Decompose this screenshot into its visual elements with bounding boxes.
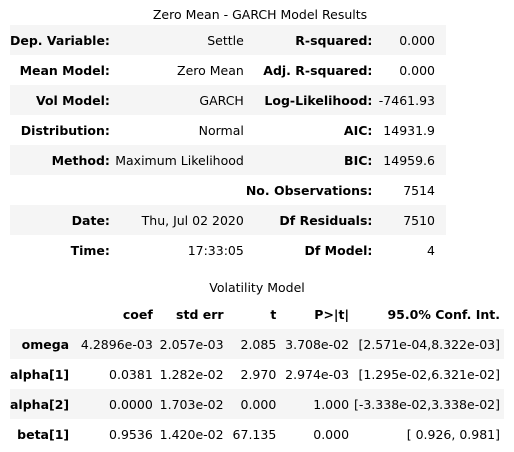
table-row: Time: 17:33:05 Df Model: 4 — [10, 235, 446, 265]
summary-value: Zero Mean — [177, 62, 244, 78]
summary-value: 14959.6 — [383, 152, 435, 168]
column-header-p-value: P>|t| — [314, 306, 350, 322]
summary-value: Thu, Jul 02 2020 — [141, 212, 244, 228]
conf-int-cell: [1.295e-02,6.321e-02] — [358, 366, 500, 382]
table-row: alpha[2] 0.0000 1.703e-02 0.000 1.000 [-… — [10, 389, 504, 419]
std-err-cell: 1.420e-02 — [159, 426, 224, 442]
summary-value: 7514 — [403, 182, 435, 198]
p-value-cell: 3.708e-02 — [285, 336, 350, 352]
summary-value: 4 — [427, 242, 435, 258]
summary-value: Normal — [198, 122, 244, 138]
t-cell: 67.135 — [232, 426, 277, 442]
summary-value: 0.000 — [399, 32, 435, 48]
param-name: alpha[2] — [10, 396, 70, 412]
model-results-title: Zero Mean - GARCH Model Results — [152, 7, 368, 22]
summary-key: AIC: — [343, 122, 373, 138]
param-name: beta[1] — [17, 426, 70, 442]
summary-key: No. Observations: — [245, 182, 373, 198]
summary-key: Time: — [70, 242, 110, 258]
summary-value: 17:33:05 — [187, 242, 244, 258]
summary-value: 14931.9 — [383, 122, 435, 138]
param-name: omega — [21, 336, 70, 352]
summary-value: GARCH — [199, 92, 244, 108]
table-row: Date: Thu, Jul 02 2020 Df Residuals: 751… — [10, 205, 446, 235]
coef-cell: 0.9536 — [109, 426, 153, 442]
table-row: Method: Maximum Likelihood BIC: 14959.6 — [10, 145, 446, 175]
summary-value: Settle — [207, 32, 244, 48]
p-value-cell: 0.000 — [313, 426, 350, 442]
conf-int-cell: [2.571e-04,8.322e-03] — [358, 336, 500, 352]
column-header-std-err: std err — [176, 306, 224, 322]
t-cell: 2.085 — [240, 336, 277, 352]
summary-key: Log-Likelihood: — [264, 92, 373, 108]
std-err-cell: 2.057e-03 — [159, 336, 224, 352]
column-header-t: t — [270, 306, 277, 322]
std-err-cell: 1.282e-02 — [159, 366, 224, 382]
conf-int-cell: [ 0.926, 0.981] — [406, 426, 500, 442]
t-cell: 2.970 — [240, 366, 277, 382]
summary-key: Distribution: — [20, 122, 110, 138]
summary-key: Date: — [71, 212, 110, 228]
summary-value — [112, 175, 246, 205]
std-err-cell: 1.703e-02 — [159, 396, 224, 412]
table-row: Distribution: Normal AIC: 14931.9 — [10, 115, 446, 145]
summary-key: Vol Model: — [35, 92, 110, 108]
summary-value: 0.000 — [399, 62, 435, 78]
table-row: omega 4.2896e-03 2.057e-03 2.085 3.708e-… — [10, 329, 504, 359]
summary-key: Df Model: — [304, 242, 373, 258]
table-row: beta[1] 0.9536 1.420e-02 67.135 0.000 [ … — [10, 419, 504, 449]
column-header-conf-int: 95.0% Conf. Int. — [387, 306, 500, 322]
coef-cell: 0.0000 — [109, 396, 153, 412]
table-header-row: coef std err t P>|t| 95.0% Conf. Int. — [10, 299, 504, 329]
summary-value: 7510 — [403, 212, 435, 228]
summary-key: R-squared: — [295, 32, 373, 48]
summary-key: Method: — [51, 152, 110, 168]
summary-key — [10, 175, 112, 205]
conf-int-cell: [-3.338e-02,3.338e-02] — [353, 396, 500, 412]
param-name: alpha[1] — [10, 366, 70, 382]
coef-cell: 4.2896e-03 — [80, 336, 153, 352]
coef-cell: 0.0381 — [109, 366, 153, 382]
table-row: No. Observations: 7514 — [10, 175, 446, 205]
volatility-model-table: coef std err t P>|t| 95.0% Conf. Int. om… — [10, 299, 504, 449]
p-value-cell: 2.974e-03 — [285, 366, 350, 382]
column-header-coef: coef — [122, 306, 153, 322]
table-row: Mean Model: Zero Mean Adj. R-squared: 0.… — [10, 55, 446, 85]
summary-key: BIC: — [344, 152, 373, 168]
summary-key: Df Residuals: — [279, 212, 373, 228]
summary-value: -7461.93 — [378, 92, 435, 108]
summary-key: Adj. R-squared: — [263, 62, 373, 78]
table-row: Vol Model: GARCH Log-Likelihood: -7461.9… — [10, 85, 446, 115]
summary-key: Dep. Variable: — [10, 32, 110, 48]
volatility-model-title: Volatility Model — [209, 280, 305, 295]
column-header — [10, 299, 73, 329]
summary-key: Mean Model: — [19, 62, 110, 78]
table-row: alpha[1] 0.0381 1.282e-02 2.970 2.974e-0… — [10, 359, 504, 389]
model-summary-table: Dep. Variable: Settle R-squared: 0.000 M… — [10, 25, 446, 265]
table-row: Dep. Variable: Settle R-squared: 0.000 — [10, 25, 446, 55]
summary-value: Maximum Likelihood — [115, 152, 244, 168]
p-value-cell: 1.000 — [313, 396, 350, 412]
t-cell: 0.000 — [240, 396, 277, 412]
